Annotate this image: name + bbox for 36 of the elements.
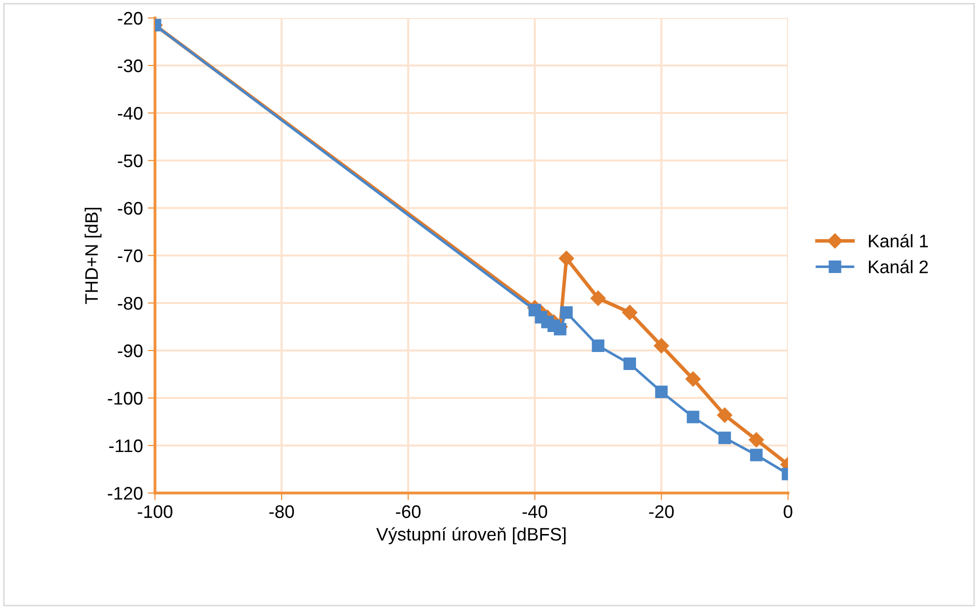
point: [624, 358, 636, 370]
point: [750, 448, 763, 462]
y-tick-label: -100: [108, 392, 142, 405]
x-tick-label: -100: [138, 505, 172, 518]
y-axis-title: THD+N [dB]: [84, 208, 102, 304]
y-tick-label: -60: [118, 202, 142, 215]
x-tick-label: -80: [269, 505, 294, 518]
point: [654, 338, 669, 354]
x-tick-label: -40: [522, 505, 548, 518]
point: [590, 290, 606, 306]
y-tick-label: -110: [109, 439, 142, 452]
y-tick-label: -80: [118, 296, 142, 310]
point: [717, 408, 732, 423]
y-tick-label: -30: [118, 59, 142, 72]
y-tick-label: -70: [118, 249, 142, 262]
y-tick-label: -120: [108, 486, 142, 500]
point: [718, 432, 731, 444]
point: [686, 410, 700, 424]
point: [748, 432, 764, 448]
point: [560, 306, 573, 319]
legend-label: Kanál 1: [868, 234, 928, 248]
y-tick-label: -20: [118, 12, 142, 25]
point: [685, 371, 701, 387]
x-tick-label: 0: [784, 505, 792, 518]
point: [592, 340, 604, 352]
point: [558, 250, 574, 266]
point: [622, 304, 638, 320]
point: [655, 386, 668, 398]
y-tick-label: -40: [118, 106, 142, 120]
x-axis-title: Výstupní úroveň [dBFS]: [376, 527, 566, 544]
point: [554, 322, 566, 336]
y-tick-label: -50: [118, 154, 142, 168]
x-tick-label: -20: [649, 505, 674, 518]
x-tick-label: -60: [396, 505, 421, 518]
y-tick-label: -90: [118, 344, 142, 358]
legend-label: Kanál 2: [868, 260, 928, 274]
